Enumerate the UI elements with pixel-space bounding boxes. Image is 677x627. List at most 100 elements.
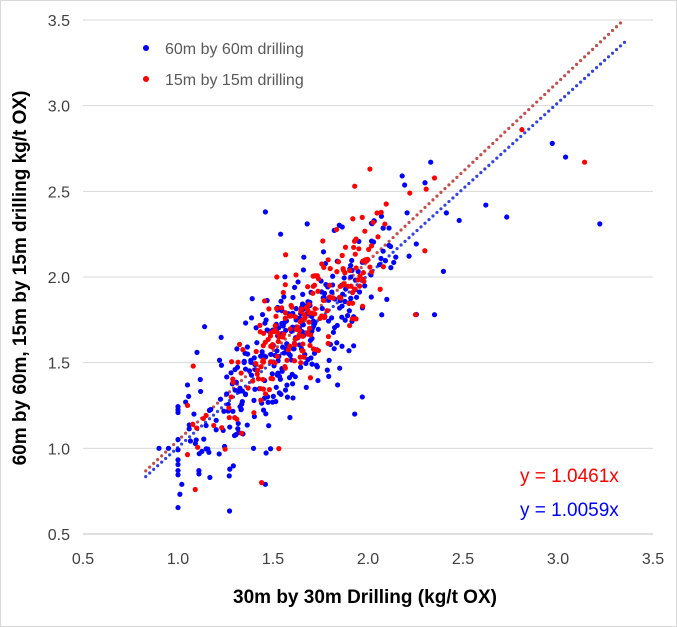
- trendline-dot: [455, 192, 459, 196]
- data-point: [262, 339, 268, 345]
- trendline-dot: [519, 134, 523, 139]
- trendline-dot: [419, 209, 423, 213]
- data-point: [284, 357, 290, 363]
- data-point: [315, 377, 321, 384]
- data-point: [255, 376, 262, 382]
- trendline-dot: [515, 119, 519, 123]
- data-point: [359, 394, 365, 400]
- data-point: [186, 426, 192, 432]
- trendline-dot: [575, 62, 579, 67]
- trendline-dot: [491, 141, 495, 146]
- data-point: [307, 375, 314, 381]
- data-point: [175, 467, 181, 474]
- trendline-dot: [399, 228, 403, 232]
- data-point: [221, 408, 227, 414]
- data-point: [165, 445, 172, 451]
- trendline-dot: [152, 461, 156, 465]
- data-point: [262, 209, 268, 215]
- data-point: [329, 289, 335, 295]
- equation-15m: y = 1.0461x: [520, 466, 619, 487]
- data-point: [330, 295, 336, 301]
- trendline-dot: [459, 189, 463, 193]
- data-point: [563, 154, 569, 160]
- data-point: [270, 328, 276, 334]
- data-point: [202, 324, 208, 330]
- trendline-dot: [618, 21, 623, 25]
- data-point: [306, 325, 313, 331]
- trendline-dot: [463, 168, 467, 172]
- data-point: [310, 283, 316, 289]
- data-point: [213, 417, 219, 423]
- data-point: [320, 238, 326, 244]
- data-point: [357, 283, 363, 289]
- data-point: [203, 446, 209, 452]
- data-point: [382, 221, 388, 227]
- data-point: [254, 340, 260, 346]
- trendline-dot: [211, 413, 216, 417]
- trendline-dot: [443, 203, 447, 207]
- trendline-dot: [606, 55, 611, 59]
- data-point: [175, 457, 181, 463]
- data-point: [342, 317, 348, 323]
- data-point: [227, 466, 233, 472]
- trendline-dot: [435, 210, 439, 215]
- data-point: [287, 343, 293, 349]
- data-point: [238, 370, 244, 376]
- trendline-dot: [207, 417, 212, 421]
- trendline-dot: [535, 100, 539, 104]
- trendline-dot: [335, 301, 339, 305]
- data-point: [352, 286, 358, 292]
- data-point: [330, 273, 336, 279]
- data-point: [242, 391, 249, 397]
- data-point: [287, 326, 293, 332]
- trendline-dot: [439, 207, 443, 211]
- data-point: [222, 446, 228, 452]
- data-point: [254, 371, 260, 377]
- trendline-dot: [415, 213, 419, 217]
- trendline-dot: [335, 288, 339, 292]
- trendline-dot: [195, 420, 200, 424]
- equation-60m: y = 1.0059x: [520, 500, 619, 521]
- trendline-dot: [614, 25, 619, 29]
- trendline-dot: [503, 149, 507, 153]
- trendline-dot: [180, 435, 184, 439]
- trendline-dot: [156, 458, 160, 462]
- data-point: [254, 367, 261, 373]
- data-point: [227, 424, 233, 430]
- trendline-dot: [598, 40, 603, 44]
- data-point: [282, 282, 288, 288]
- data-point: [331, 346, 337, 352]
- data-point: [378, 213, 385, 219]
- data-point: [352, 251, 358, 257]
- data-point: [423, 186, 429, 192]
- trendline-dot: [451, 179, 455, 183]
- data-point: [266, 423, 272, 429]
- data-point: [217, 396, 224, 402]
- data-point: [263, 450, 269, 456]
- data-point: [339, 314, 345, 320]
- data-point: [347, 267, 353, 274]
- data-point: [312, 306, 318, 312]
- trendline-dot: [471, 160, 475, 164]
- data-point: [404, 210, 410, 216]
- data-point: [325, 318, 332, 324]
- data-point: [504, 214, 510, 220]
- data-point: [194, 349, 200, 355]
- data-point: [384, 296, 390, 302]
- trendline-dot: [407, 236, 411, 240]
- data-point: [245, 385, 251, 391]
- data-point: [263, 317, 269, 323]
- y-tick-label: 1.0: [48, 441, 70, 458]
- data-point: [281, 350, 287, 356]
- trendline-dot: [590, 47, 595, 51]
- data-point: [301, 312, 307, 318]
- data-point: [275, 338, 281, 345]
- data-point: [313, 362, 320, 368]
- data-point: [243, 320, 249, 326]
- data-point: [274, 274, 280, 280]
- data-point: [272, 360, 278, 366]
- data-point: [230, 376, 236, 382]
- trendline-dot: [507, 145, 511, 149]
- trendline-dot: [483, 167, 487, 171]
- data-point: [269, 371, 275, 377]
